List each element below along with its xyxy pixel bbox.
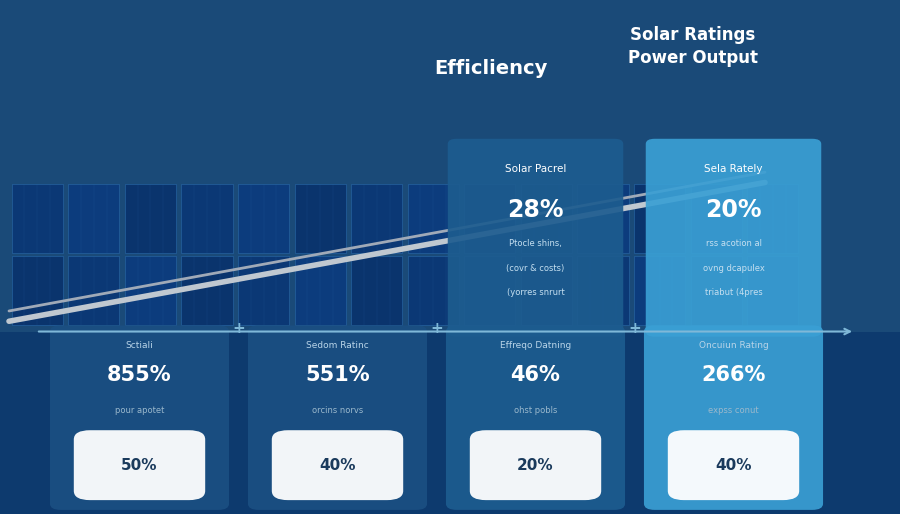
Bar <box>294 184 346 253</box>
Bar <box>464 184 516 253</box>
FancyBboxPatch shape <box>470 430 601 500</box>
Bar <box>521 184 572 253</box>
Bar <box>182 184 232 253</box>
FancyBboxPatch shape <box>74 430 205 500</box>
Text: ovng dcapulex: ovng dcapulex <box>703 264 764 273</box>
FancyBboxPatch shape <box>446 325 625 510</box>
Bar <box>408 184 459 253</box>
Bar <box>294 256 346 325</box>
Text: 46%: 46% <box>510 365 561 385</box>
Text: +: + <box>232 321 245 337</box>
Bar <box>578 184 628 253</box>
Text: (covr & costs): (covr & costs) <box>507 264 564 273</box>
FancyBboxPatch shape <box>50 325 229 510</box>
Bar <box>690 256 742 325</box>
Text: 20%: 20% <box>518 457 554 473</box>
Text: Sctiali: Sctiali <box>126 341 153 350</box>
Text: Sela Rately: Sela Rately <box>704 164 763 174</box>
Text: 266%: 266% <box>701 365 766 385</box>
Text: +: + <box>628 321 641 337</box>
FancyBboxPatch shape <box>668 430 799 500</box>
FancyBboxPatch shape <box>447 139 623 337</box>
Text: Effreqo Datning: Effreqo Datning <box>500 341 572 350</box>
Text: rss acotion al: rss acotion al <box>706 239 761 248</box>
Bar <box>521 256 572 325</box>
Bar <box>747 184 798 253</box>
Text: Sedom Ratinc: Sedom Ratinc <box>306 341 369 350</box>
FancyBboxPatch shape <box>272 430 403 500</box>
Bar <box>238 256 289 325</box>
Bar <box>351 256 402 325</box>
Bar <box>12 256 63 325</box>
Text: 40%: 40% <box>716 457 751 473</box>
Text: expss conut: expss conut <box>708 406 759 415</box>
Bar <box>125 184 176 253</box>
Text: 50%: 50% <box>122 457 158 473</box>
FancyBboxPatch shape <box>645 139 821 337</box>
Text: Solar Pacrel: Solar Pacrel <box>505 164 566 174</box>
Text: Efficliency: Efficliency <box>434 59 547 78</box>
Bar <box>351 184 402 253</box>
Text: 40%: 40% <box>320 457 356 473</box>
Text: orcins norvs: orcins norvs <box>312 406 363 415</box>
Text: pour apotet: pour apotet <box>115 406 164 415</box>
Bar <box>125 256 176 325</box>
Bar <box>182 256 232 325</box>
Bar <box>0 0 900 332</box>
Text: Oncuiun Rating: Oncuiun Rating <box>698 341 769 350</box>
Text: (yorres snrurt: (yorres snrurt <box>507 288 564 298</box>
Text: +: + <box>430 321 443 337</box>
Bar <box>238 184 289 253</box>
Bar <box>634 256 685 325</box>
Text: Solar Ratings
Power Output: Solar Ratings Power Output <box>628 26 758 67</box>
Text: ohst pobls: ohst pobls <box>514 406 557 415</box>
Text: Ptocle shins,: Ptocle shins, <box>509 239 562 248</box>
Bar <box>12 184 63 253</box>
FancyBboxPatch shape <box>248 325 427 510</box>
Text: 855%: 855% <box>107 365 172 385</box>
Bar <box>634 184 685 253</box>
Bar <box>408 256 459 325</box>
Text: 551%: 551% <box>305 365 370 385</box>
Text: triabut (4pres: triabut (4pres <box>705 288 762 298</box>
Bar <box>690 184 742 253</box>
Bar <box>68 184 120 253</box>
Bar <box>578 256 628 325</box>
FancyBboxPatch shape <box>644 325 823 510</box>
Bar <box>747 256 798 325</box>
Text: 28%: 28% <box>508 198 563 222</box>
Text: 20%: 20% <box>706 198 761 222</box>
Bar <box>68 256 120 325</box>
Bar <box>464 256 516 325</box>
